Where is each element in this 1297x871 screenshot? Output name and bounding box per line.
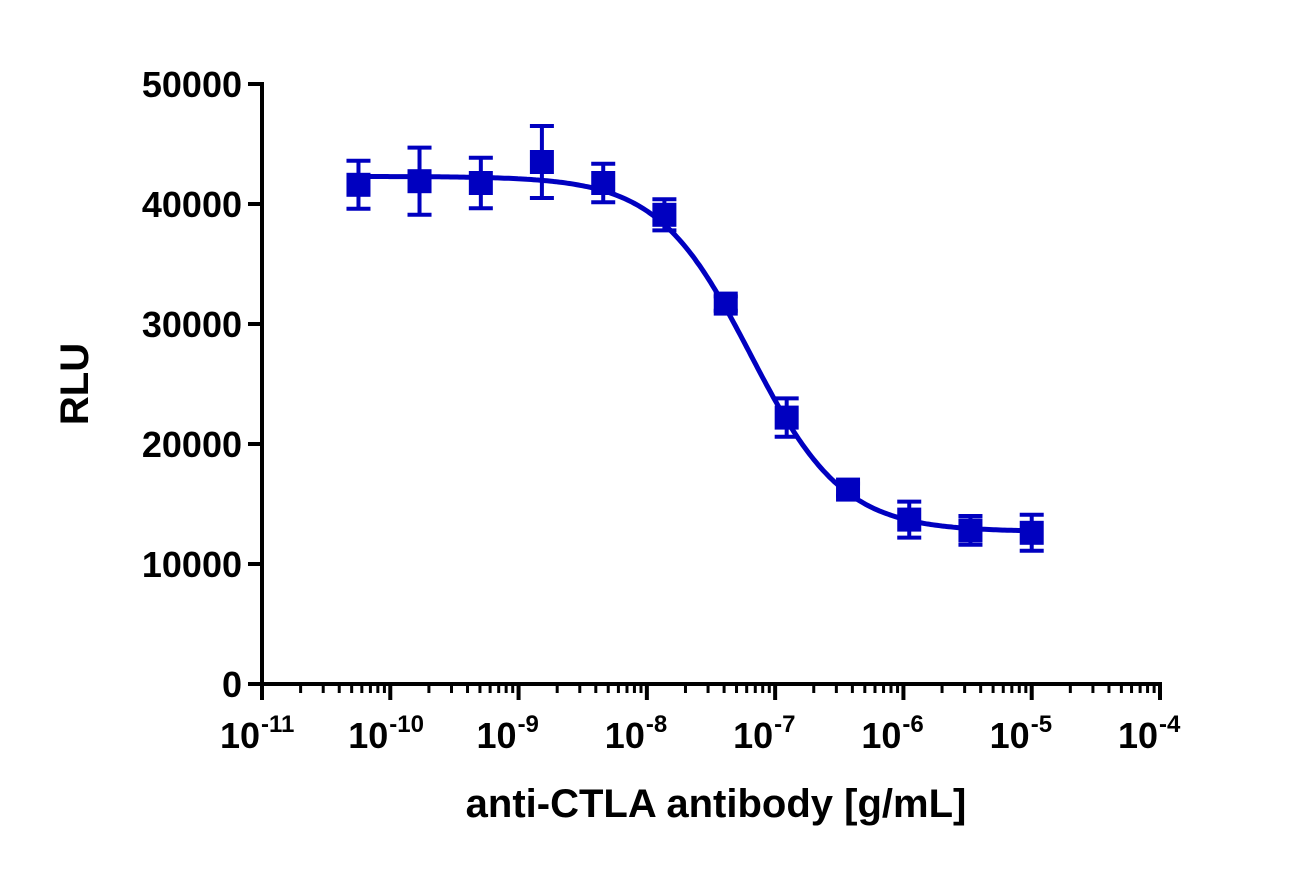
data-point	[468, 155, 493, 211]
x-tick-label: 10	[348, 715, 388, 756]
y-tick-label: 10000	[142, 544, 242, 585]
data-point	[774, 396, 799, 439]
square-marker	[346, 172, 371, 197]
data-point	[897, 499, 922, 540]
y-tick-label: 0	[222, 664, 242, 705]
x-tick-exponent: -6	[902, 711, 923, 738]
square-marker	[1019, 520, 1044, 545]
y-tick-label: 50000	[142, 64, 242, 105]
y-tick-label: 30000	[142, 304, 242, 345]
x-tick-exponent: -11	[261, 711, 294, 738]
y-axis-label: RLU	[53, 343, 97, 425]
x-tick-label: 10	[733, 715, 773, 756]
square-marker	[529, 150, 554, 174]
square-marker	[407, 169, 432, 194]
x-tick-label: 10	[990, 715, 1030, 756]
fit-curve	[358, 174, 1032, 534]
x-axis-label: anti-CTLA antibody [g/mL]	[466, 782, 967, 826]
square-marker	[468, 171, 493, 195]
data-point	[591, 161, 616, 205]
x-tick-exponent: -10	[389, 711, 424, 738]
square-marker	[897, 507, 922, 532]
data-points	[346, 124, 1044, 553]
x-tick-label: 10	[861, 715, 901, 756]
square-marker	[652, 202, 677, 227]
square-marker	[958, 518, 983, 543]
data-point	[652, 197, 677, 233]
square-marker	[713, 291, 738, 316]
x-tick-exponent: -7	[774, 711, 795, 738]
data-point	[713, 291, 738, 316]
data-point	[407, 145, 432, 217]
y-tick-label: 40000	[142, 184, 242, 225]
x-tick-exponent: -5	[1031, 711, 1052, 738]
x-tick-label: 10	[220, 715, 260, 756]
data-point	[958, 514, 983, 547]
x-tick-exponent: -4	[1159, 711, 1181, 738]
x-tick-exponent: -9	[518, 711, 539, 738]
x-tick-label: 10	[605, 715, 645, 756]
y-tick-label: 20000	[142, 424, 242, 465]
data-point	[529, 124, 554, 200]
fit-curve-group	[358, 174, 1032, 534]
x-tick-exponent: -8	[646, 711, 667, 738]
x-tick-label: 10	[1118, 715, 1158, 756]
square-marker	[591, 171, 616, 195]
data-point	[346, 158, 371, 211]
square-marker	[836, 477, 861, 502]
data-point	[1019, 512, 1044, 553]
data-point	[836, 477, 861, 502]
square-marker	[774, 405, 799, 430]
x-tick-label: 10	[477, 715, 517, 756]
